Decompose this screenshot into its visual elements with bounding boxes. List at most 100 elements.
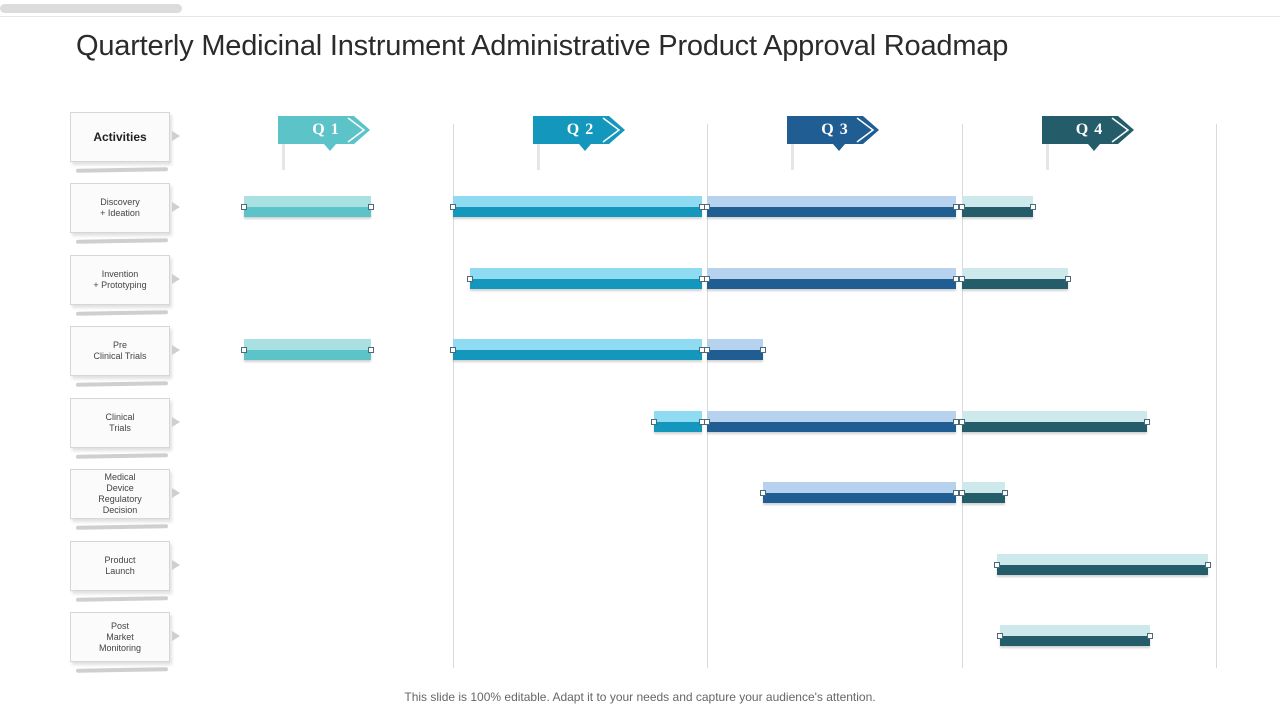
gantt-segment-q4[interactable] [994,553,1212,576]
segment-handle-start[interactable] [704,347,710,353]
quarter-label: Q 2 [566,121,595,138]
flag-pointer [833,144,845,151]
gantt-segment-q1[interactable] [240,196,375,218]
segment-bar [997,564,1209,575]
top-divider [0,16,1280,17]
flag-chevron [1111,117,1129,143]
card-underline [75,381,169,387]
segment-handle-start[interactable] [449,204,456,210]
card-label-line: + Prototyping [93,279,147,290]
gantt-segment-q1[interactable] [240,339,375,361]
card-underline [75,667,169,673]
card-label: Post Market Monitoring [99,621,141,654]
segment-bar [961,207,1033,217]
segment-handle-end[interactable] [1029,204,1036,210]
segment-highlight [997,553,1209,565]
segment-highlight [961,196,1033,207]
segment-highlight [961,267,1069,279]
segment-highlight [653,410,702,422]
gantt-segment-q2[interactable] [467,267,705,290]
quarter-label: Q 3 [821,121,849,138]
segment-handle-start[interactable] [449,347,456,353]
segment-handle-end[interactable] [1144,418,1151,425]
segment-handle-end[interactable] [759,347,766,353]
segment-handle-end[interactable] [368,204,375,210]
card-label: Product Launch [104,555,135,577]
segment-handle-start[interactable] [994,561,1001,568]
gantt-segment-q4[interactable] [958,482,1008,504]
segment-handle-end[interactable] [1065,275,1072,282]
activity-card-5: Medical Device Regulatory Decision [70,469,170,519]
segment-handle-start[interactable] [650,418,657,425]
flag-pointer [1087,144,1100,151]
gantt-segment-q3[interactable] [704,339,766,361]
card-underline [75,452,169,459]
segment-handle-start[interactable] [467,275,474,282]
row-arrow-icon [172,488,180,498]
flag-body [787,116,879,144]
gantt-segment-q4[interactable] [958,196,1036,218]
card-label-line: Decision [102,505,138,515]
activity-card-3: Pre Clinical Trials [70,326,170,376]
segment-highlight [961,482,1005,493]
gantt-segment-q3[interactable] [704,196,960,218]
row-arrow-icon [172,559,180,570]
gantt-segment-q2[interactable] [449,196,705,218]
gantt-segment-q2[interactable] [650,410,705,433]
activity-card-2: Invention + Prototyping [70,254,170,305]
flag-body [532,116,625,144]
card-label: Medical Device Regulatory Decision [98,472,142,516]
segment-bar [961,493,1005,503]
flag-body [1041,116,1134,144]
segment-handle-start[interactable] [704,275,710,282]
row-arrow-icon [172,416,180,427]
row-arrow-icon [172,345,180,355]
gantt-segment-q2[interactable] [449,339,705,361]
card-underline [75,524,169,530]
gantt-segment-q4[interactable] [958,267,1072,290]
segment-handle-start[interactable] [958,275,965,282]
segment-bar [961,421,1148,432]
gantt-segment-q4[interactable] [996,625,1153,647]
gantt-segment-q3[interactable] [759,482,960,504]
segment-highlight [707,339,763,350]
segment-handle-start[interactable] [958,490,965,496]
segment-handle-start[interactable] [704,204,710,210]
quarter-label: Q 4 [1075,121,1104,138]
flag-shape [787,116,879,151]
card-label-line: Device [106,483,134,493]
segment-handle-start[interactable] [704,418,710,425]
card-label: Invention + Prototyping [93,269,146,291]
segment-bar [707,278,957,289]
flag-chevron [602,117,620,143]
activities-header: Activities [70,112,170,162]
segment-handle-start[interactable] [958,204,965,210]
flag-chevron [347,117,366,143]
segment-handle-start[interactable] [996,633,1003,639]
gantt-segment-q3[interactable] [704,267,960,290]
row-arrow-icon [172,202,180,212]
row-arrow-icon [172,131,180,141]
segment-handle-end[interactable] [368,347,375,353]
segment-handle-start[interactable] [240,204,247,210]
quarter-flag-4: Q 4 [1041,116,1136,170]
card-label-line: Post [110,620,129,631]
card-label-line: Monitoring [98,642,142,653]
footer-note: This slide is 100% editable. Adapt it to… [404,690,876,704]
segment-handle-start[interactable] [759,490,766,496]
card-label-line: Pre [112,340,127,350]
segment-handle-start[interactable] [240,347,247,353]
flag-body [278,116,370,144]
gantt-segment-q3[interactable] [704,410,960,433]
card-underline [75,238,169,244]
quarter-grid-line [452,124,454,668]
segment-bar [707,207,957,217]
gantt-segment-q4[interactable] [958,410,1151,433]
segment-handle-start[interactable] [958,418,965,425]
segment-handle-end[interactable] [1146,633,1153,639]
flag-shape [278,116,370,151]
segment-handle-end[interactable] [1205,561,1212,568]
segment-bar [452,350,702,360]
segment-handle-end[interactable] [1001,490,1008,496]
top-scrollbar[interactable] [0,4,182,13]
